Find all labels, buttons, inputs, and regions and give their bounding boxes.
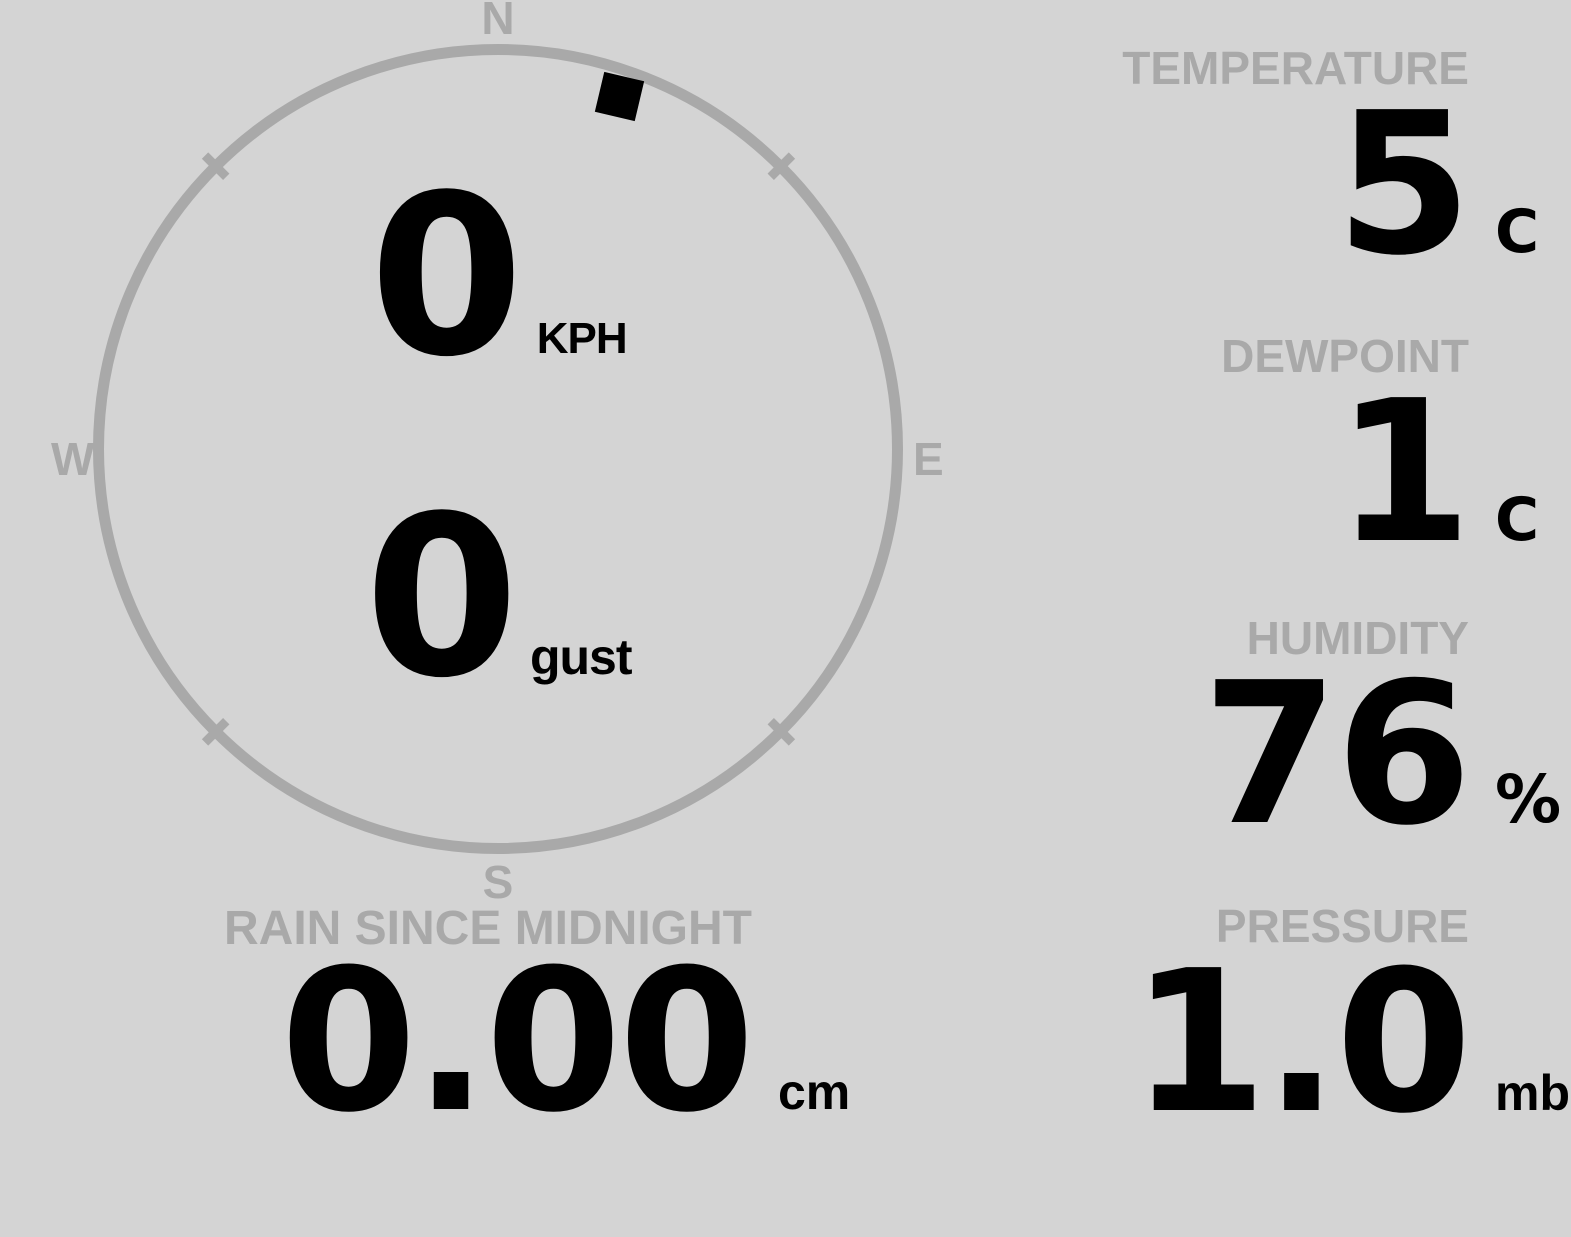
wind-compass: N S W E 0 KPH 0 gust [51,0,944,905]
wind-speed-unit: KPH [536,314,628,363]
pressure-label: PRESSURE [1215,900,1469,952]
stat-rain-since-midnight: RAIN SINCE MIDNIGHT 0.00 cm [140,902,851,1177]
humidity-value-row: 76 % [1099,641,1562,885]
wind-speed-value: 0 [369,148,523,406]
rain-value: 0.00 [280,928,755,1156]
temperature-label: TEMPERATURE [1122,42,1469,94]
rain-unit: cm [778,1064,851,1120]
compass-dial-circle [93,44,903,854]
humidity-label: HUMIDITY [1246,612,1469,664]
humidity-value: 76 [1202,641,1472,869]
pressure-value-row: 1.0 mb [1099,929,1570,1178]
temperature-value-row: 5 C [1099,71,1561,317]
cardinal-label-east: E [913,433,944,485]
wind-speed-row: 0 KPH [93,166,903,388]
pressure-value: 1.0 [1130,929,1472,1157]
cardinal-label-south: S [482,856,514,908]
temperature-value: 5 [1335,71,1472,299]
dewpoint-unit: C [1495,485,1540,555]
cardinal-label-north: N [481,0,515,44]
stat-humidity: HUMIDITY 76 % [1099,612,1562,885]
dewpoint-label: DEWPOINT [1221,330,1469,382]
pressure-unit: mb [1495,1065,1570,1121]
stat-pressure: PRESSURE 1.0 mb [1099,900,1570,1178]
rain-label: RAIN SINCE MIDNIGHT [224,902,752,955]
stat-dewpoint: DEWPOINT 1 C [1099,330,1561,605]
wind-gust-row: 0 gust [93,487,903,709]
stat-temperature: TEMPERATURE 5 C [1099,42,1561,317]
wind-gust-value: 0 [364,469,518,727]
humidity-unit: % [1495,761,1562,838]
dewpoint-value: 1 [1335,359,1472,587]
temperature-unit: C [1495,197,1540,267]
dewpoint-value-row: 1 C [1099,359,1561,605]
cardinal-label-west: W [51,433,95,485]
rain-value-row: 0.00 cm [140,928,851,1177]
wind-gust-unit: gust [529,629,633,685]
